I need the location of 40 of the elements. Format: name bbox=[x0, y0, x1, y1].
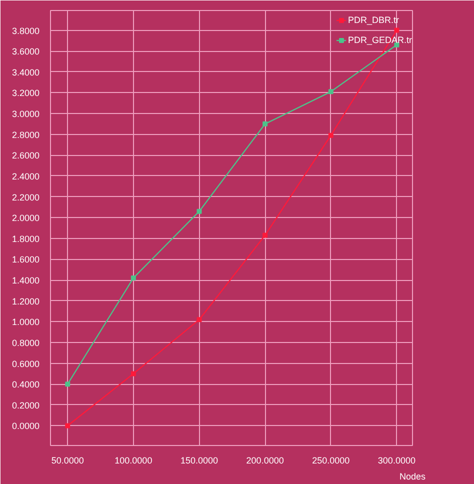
legend-label: PDR_GEDAR.tr bbox=[348, 35, 412, 45]
x-tick-label: 300.0000 bbox=[378, 456, 416, 466]
y-tick-label: 1.8000 bbox=[12, 234, 40, 244]
y-tick-label: 3.2000 bbox=[12, 88, 40, 98]
point bbox=[65, 382, 70, 387]
point bbox=[196, 208, 202, 214]
y-tick-label: 0.8000 bbox=[12, 338, 40, 348]
point bbox=[262, 121, 268, 126]
point bbox=[394, 28, 400, 33]
y-tick-label: 2.6000 bbox=[12, 150, 40, 161]
y-tick-label: 3.6000 bbox=[12, 46, 40, 57]
y-tick-label: 1.0000 bbox=[12, 317, 40, 328]
point bbox=[196, 317, 202, 322]
y-tick-label: 2.0000 bbox=[12, 213, 40, 224]
y-tick-label: 2.8000 bbox=[12, 130, 40, 140]
x-tick-label: 100.0000 bbox=[114, 456, 152, 466]
y-tick-label: 3.8000 bbox=[12, 26, 40, 36]
point bbox=[328, 89, 334, 94]
y-tick-label: 0.4000 bbox=[12, 380, 40, 390]
point bbox=[328, 132, 334, 138]
y-tick-label: 2.4000 bbox=[12, 171, 40, 182]
x-tick-label: 250.0000 bbox=[312, 456, 350, 466]
x-tick-label: 50.0000 bbox=[51, 456, 84, 466]
y-tick-label: 1.4000 bbox=[12, 276, 40, 286]
y-tick-label: 1.6000 bbox=[12, 254, 40, 265]
x-axis-title: Nodes bbox=[399, 472, 426, 482]
point bbox=[130, 371, 136, 376]
y-tick-label: 0.2000 bbox=[12, 400, 40, 410]
y-tick-label: 3.4000 bbox=[12, 67, 40, 78]
legend-label: PDR_DBR.tr bbox=[348, 15, 399, 25]
y-tick-label: 3.0000 bbox=[12, 109, 40, 120]
x-tick-label: 200.0000 bbox=[246, 456, 284, 466]
x-tick-label: 150.0000 bbox=[180, 456, 218, 466]
point bbox=[65, 423, 70, 428]
y-tick-label: 0.0000 bbox=[12, 421, 40, 432]
y-tick-label: 1.2000 bbox=[12, 296, 40, 306]
point bbox=[130, 275, 136, 280]
y-tick-label: 0.6000 bbox=[12, 358, 40, 369]
y-tick-label: 2.2000 bbox=[12, 192, 40, 202]
point bbox=[262, 232, 268, 238]
